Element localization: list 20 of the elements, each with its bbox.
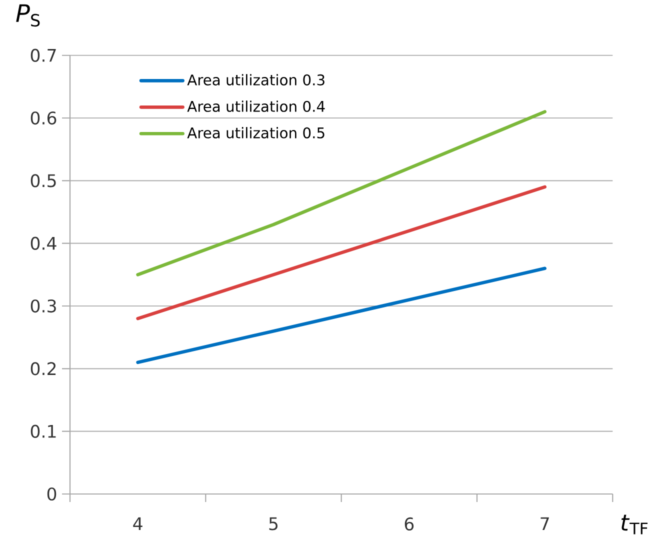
x-tick-label: 5	[269, 517, 278, 530]
y-tick-label: 0.2	[30, 362, 56, 376]
x-tick-label: 4	[133, 517, 142, 530]
legend-label: Area utilization 0.5	[187, 127, 324, 138]
x-axis-title: t$_{TF}$	[621, 514, 648, 534]
legend-label: Area utilization 0.4	[187, 100, 325, 112]
line-series	[136, 110, 546, 276]
y-tick-label: 0.5	[30, 174, 56, 188]
x-tick-label: 7	[540, 517, 549, 530]
y-tick-label: 0.4	[30, 236, 56, 250]
y-tick-label: 0.7	[30, 48, 56, 62]
line-series	[136, 185, 546, 320]
y-axis-title: P$_{S}$	[16, 4, 40, 27]
y-tick-label: 0.6	[30, 111, 56, 125]
y-tick-label: 0.3	[30, 299, 56, 313]
y-tick-label: 0.1	[30, 424, 56, 438]
x-tick-label: 6	[404, 517, 414, 530]
y-tick-label: 0	[47, 487, 56, 501]
legend-label: Area utilization 0.3	[187, 74, 324, 86]
line-series	[136, 266, 546, 364]
